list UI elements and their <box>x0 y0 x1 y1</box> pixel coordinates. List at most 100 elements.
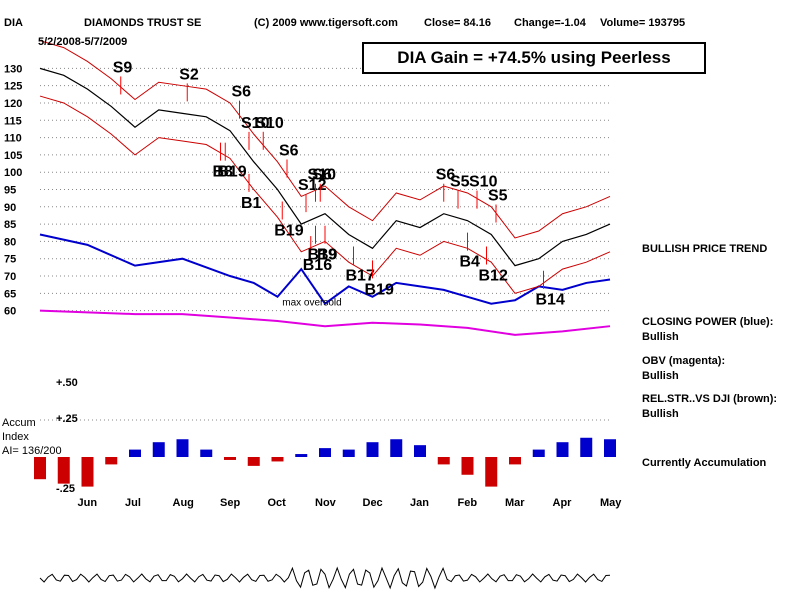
y-tick-label: 90 <box>4 202 16 214</box>
sell-signal-label: S9 <box>113 59 133 76</box>
buy-signal-label: B19 <box>308 247 337 264</box>
date-range: 5/2/2008-5/7/2009 <box>38 36 128 48</box>
volume-value: Volume= 193795 <box>600 17 686 29</box>
accum-bar <box>34 457 46 480</box>
accum-bar <box>247 457 260 466</box>
accum-bar <box>295 454 308 457</box>
accum-bottom-tick: -.25 <box>56 483 75 495</box>
sell-signal-label: S10 <box>241 115 270 132</box>
close-value: Close= 84.16 <box>424 17 491 29</box>
series-line <box>39 309 611 336</box>
gain-text: DIA Gain = +74.5% using Peerless <box>397 48 671 67</box>
accum-bar <box>271 457 284 462</box>
sell-signal-label: S6 <box>312 167 332 184</box>
sell-signal-label: S6 <box>279 143 299 160</box>
accum-bar <box>105 457 118 465</box>
buy-signal-label: B19 <box>274 223 303 240</box>
sell-signal-label: S5 <box>450 174 470 191</box>
sell-signal-label: S5 <box>488 187 508 204</box>
sell-signal-label: S2 <box>179 66 199 83</box>
sell-signal-label: S6 <box>436 167 456 184</box>
buy-signal-label: B9 <box>317 247 338 264</box>
accum-top-tick: +.25 <box>56 413 78 425</box>
accum-bar <box>461 457 474 475</box>
sell-signal-label: S10 <box>255 115 284 132</box>
y-tick-label: 80 <box>4 236 16 248</box>
accum-bar <box>81 457 94 487</box>
series-line <box>39 67 611 267</box>
x-tick-label: Dec <box>363 497 383 509</box>
series-line <box>39 233 611 306</box>
accum-bar <box>580 437 593 457</box>
y-tick-label: 60 <box>4 306 16 318</box>
buy-signal-label: B4 <box>460 254 481 271</box>
extra-tick: +.50 <box>56 377 78 389</box>
x-tick-label: Jan <box>410 497 429 509</box>
buy-signal-label: B1 <box>241 195 262 212</box>
obv-value: Bullish <box>642 370 679 382</box>
accum-title: Accum <box>2 417 36 429</box>
buy-signal-label: B19 <box>365 281 394 298</box>
accum-bar <box>437 457 450 465</box>
accum-bar <box>57 457 70 484</box>
y-tick-label: 85 <box>4 219 16 231</box>
buy-signal-label: B12 <box>479 267 508 284</box>
relstr-value: Bullish <box>642 408 679 420</box>
y-tick-label: 95 <box>4 185 16 197</box>
accum-bar <box>176 439 189 457</box>
y-tick-label: 120 <box>4 98 22 110</box>
buy-signal-label: B19 <box>217 164 246 181</box>
accum-ai: AI= 136/200 <box>2 445 62 457</box>
y-tick-label: 125 <box>4 81 22 93</box>
accum-bar <box>152 442 165 457</box>
x-tick-label: Aug <box>173 497 194 509</box>
accum-bar <box>604 439 616 457</box>
x-tick-label: Mar <box>505 497 525 509</box>
y-tick-label: 115 <box>4 115 22 127</box>
buy-signal-label: B17 <box>346 267 375 284</box>
accum-bar <box>485 457 498 487</box>
copyright-text: (C) 2009 www.tigersoft.com <box>254 17 398 29</box>
gain-box: DIA Gain = +74.5% using Peerless <box>362 42 706 74</box>
annotation-label: max oversold <box>282 297 341 308</box>
oscillator-line <box>39 566 611 590</box>
accum-bar <box>129 449 141 457</box>
accum-bar <box>509 457 521 465</box>
x-tick-label: May <box>600 497 622 509</box>
change-value: Change=-1.04 <box>514 17 586 29</box>
x-tick-label: Jul <box>125 497 141 509</box>
x-tick-label: Nov <box>315 497 337 509</box>
x-tick-label: Oct <box>268 497 287 509</box>
y-tick-label: 65 <box>4 288 16 300</box>
y-tick-label: 110 <box>4 133 22 145</box>
buy-signal-label: B8 <box>213 164 234 181</box>
accum-bar <box>224 457 236 460</box>
closing-power-value: Bullish <box>642 331 679 343</box>
accum-bar <box>390 439 403 457</box>
sell-signal-label: S12 <box>298 177 327 194</box>
accum-bar <box>532 449 545 457</box>
y-tick-label: 100 <box>4 167 22 179</box>
price-trend-label: BULLISH PRICE TREND <box>642 243 768 255</box>
closing-power-title: CLOSING POWER (blue): <box>642 316 774 328</box>
y-tick-label: 70 <box>4 271 16 283</box>
accum-bar <box>366 442 379 457</box>
obv-title: OBV (magenta): <box>642 355 726 367</box>
x-tick-label: Sep <box>220 497 240 509</box>
buy-signal-label: B14 <box>536 292 565 309</box>
sell-signal-label: S6 <box>232 84 252 101</box>
sell-signal-label: S10 <box>308 167 337 184</box>
sell-signal-label: S10 <box>469 174 498 191</box>
accum-bar <box>414 445 426 457</box>
accum-bar <box>200 449 213 457</box>
band-line <box>39 40 611 239</box>
security-name: DIAMONDS TRUST SE <box>84 17 202 29</box>
accum-bar <box>556 442 569 457</box>
accum-bar <box>319 448 331 457</box>
symbol-label: DIA <box>4 17 23 29</box>
accum-subtitle: Index <box>2 431 29 443</box>
y-tick-label: 75 <box>4 254 16 266</box>
relstr-title: REL.STR..VS DJI (brown): <box>642 393 778 405</box>
accumulation-status: Currently Accumulation <box>642 457 767 469</box>
